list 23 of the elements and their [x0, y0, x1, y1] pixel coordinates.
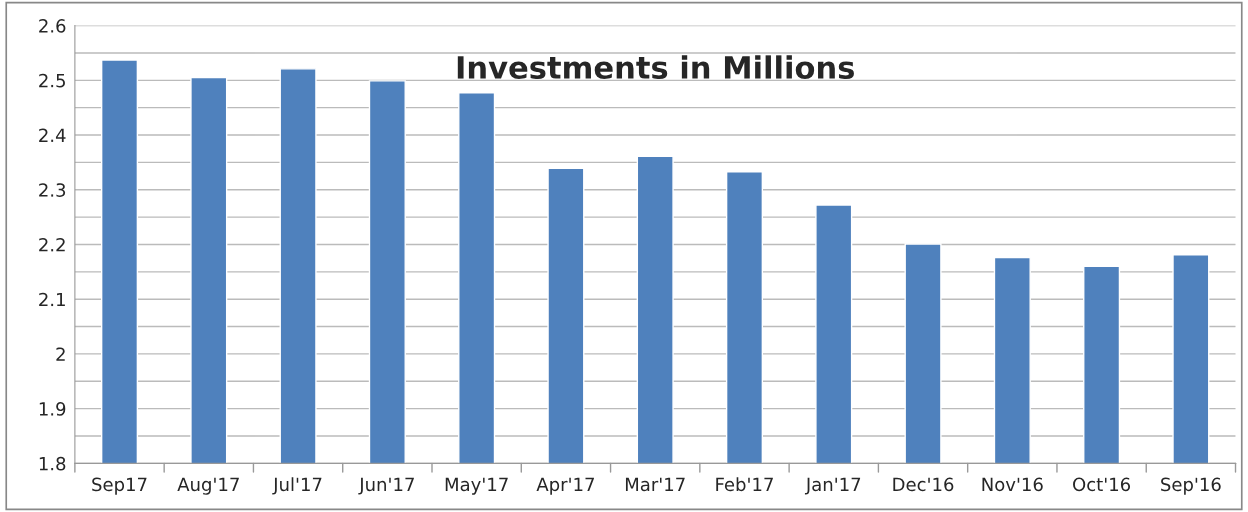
x-tick-label: Jan'17	[804, 477, 861, 495]
x-tick-label: May'17	[445, 477, 508, 495]
y-tick-label: 2.3	[39, 183, 66, 197]
y-tick-label: 2.6	[39, 19, 66, 33]
y-tick-label: 1.9	[39, 402, 66, 416]
x-tick-label: Mar'17	[625, 477, 685, 492]
y-tick-label: 2	[56, 347, 65, 361]
x-tick-label: Oct'16	[1073, 477, 1131, 492]
x-tick-label: Apr'17	[536, 477, 594, 495]
x-tick-label: Dec'16	[893, 477, 954, 492]
x-tick-label: Jun'17	[358, 477, 414, 495]
x-tick-label: Nov'16	[982, 477, 1043, 492]
y-tick-label: 1.8	[39, 456, 66, 471]
x-tick-label: Sep'16	[1161, 477, 1221, 495]
y-tick-label: 2.1	[39, 292, 65, 307]
x-tick-label: Jul'17	[272, 477, 322, 495]
x-tick-label: Sep17	[92, 477, 147, 495]
x-tick-label: Feb'17	[716, 477, 773, 492]
y-tick-label: 2.4	[39, 128, 66, 142]
y-tick-label: 2.2	[39, 237, 65, 252]
text: Investments in Millions	[457, 55, 854, 79]
y-tick-label: 2.5	[39, 73, 65, 88]
x-tick-label: Aug'17	[177, 477, 239, 495]
